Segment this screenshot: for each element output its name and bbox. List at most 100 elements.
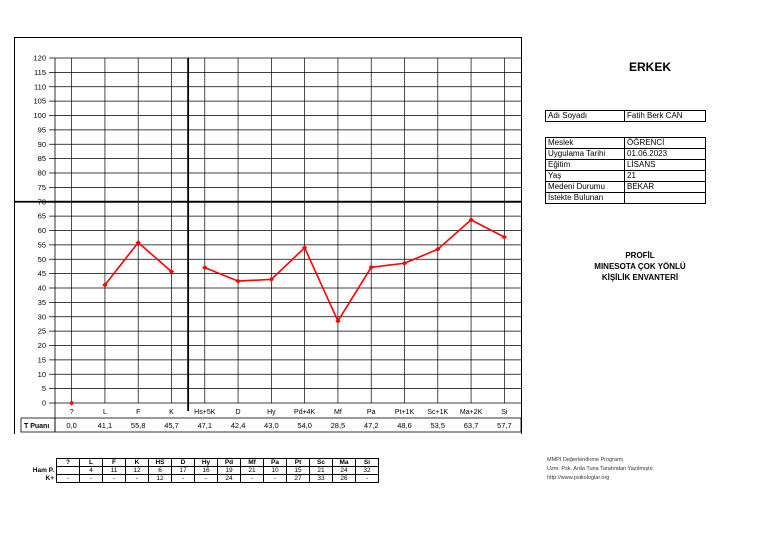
info-value: ÖĞRENCİ	[624, 137, 706, 149]
raw-header-cell: Si	[355, 458, 379, 467]
y-tick-label: 35	[38, 298, 46, 307]
raw-ham-cell: 16	[194, 466, 218, 475]
y-tick-label: 90	[38, 140, 46, 149]
y-tick-label: 40	[38, 284, 46, 293]
info-label: İstekte Bulunan	[545, 192, 625, 204]
raw-header-cell: Pa	[263, 458, 287, 467]
raw-header-cell: K	[125, 458, 149, 467]
y-tick-label: 65	[38, 212, 46, 221]
x-tick-label: Hy	[267, 409, 276, 416]
name-label: Adı Soyadı	[545, 110, 625, 122]
raw-ham-cell: 12	[125, 466, 149, 475]
name-table: Adı Soyadı Fatih Berk CAN	[545, 110, 706, 122]
info-row: Yaş 21	[545, 170, 706, 182]
info-label: Yaş	[545, 170, 625, 182]
raw-ham-cell: 24	[332, 466, 356, 475]
info-label: Eğitim	[545, 159, 625, 171]
y-tick-label: 0	[42, 399, 46, 408]
raw-ham-row: Ham P. 4 11 12 6 17 16 19 21 10 15 21 24 32	[20, 466, 379, 475]
y-tick-label: 5	[42, 384, 46, 393]
t-score-value: 47,2	[364, 421, 379, 430]
info-row: Eğitim LİSANS	[545, 159, 706, 171]
raw-ham-cell: 17	[171, 466, 195, 475]
data-point	[435, 246, 441, 252]
info-value: LİSANS	[624, 159, 706, 171]
t-score-value: 41,1	[98, 421, 113, 430]
data-point	[135, 239, 141, 246]
t-score-row-label: T Puanı	[24, 423, 49, 430]
y-tick-label: 80	[38, 169, 46, 178]
raw-header-cell: ?	[56, 458, 80, 467]
info-row: Uygulama Tarihi 01.06.2023	[545, 148, 706, 160]
raw-k-label: K+	[45, 475, 55, 482]
profile-title: PROFİL MINESOTA ÇOK YÖNLÜ KİŞİLİK ENVANT…	[560, 250, 720, 283]
y-tick-label: 100	[33, 111, 46, 120]
raw-header-cell: L	[79, 458, 103, 467]
raw-score-table: ? L F K HS D Hy Pd Mf Pa Pt Sc Ma Si Ham P. 4 11 12 6 17 16 1…	[20, 458, 379, 483]
raw-k-cell: -	[194, 474, 218, 483]
raw-ham-cell: 21	[309, 466, 333, 475]
footer-line: http://www.psikologlar.org	[547, 475, 610, 481]
raw-ham-cell: 10	[263, 466, 287, 475]
x-tick-label: Sc+1K	[427, 409, 448, 416]
raw-header-cell: Ma	[332, 458, 356, 467]
y-tick-label: 105	[33, 97, 46, 106]
data-point	[102, 282, 108, 288]
raw-k-cell: 26	[332, 474, 356, 483]
x-tick-label: Ma+2K	[460, 409, 483, 416]
data-point	[235, 278, 241, 284]
raw-k-cell: -	[171, 474, 195, 483]
info-table: Meslek ÖĞRENCİ Uygulama Tarihi 01.06.2023 Eğ…	[545, 137, 706, 204]
profile-title-line: KİŞİLİK ENVANTERİ	[601, 273, 679, 282]
clinical-profile-line	[204, 218, 505, 323]
x-tick-label: ?	[70, 409, 74, 416]
raw-k-cell: -	[263, 474, 287, 483]
raw-header-cell: Hy	[194, 458, 218, 467]
raw-k-cell: 24	[217, 474, 241, 483]
data-point	[468, 217, 474, 223]
y-tick-label: 115	[34, 68, 46, 77]
x-tick-label: Si	[501, 409, 508, 416]
raw-header-cell: Pd	[217, 458, 241, 467]
y-tick-label: 85	[38, 154, 46, 163]
y-tick-label: 50	[38, 255, 46, 264]
data-point	[202, 264, 208, 271]
y-tick-label: 55	[38, 240, 46, 249]
y-tick-label: 45	[38, 269, 46, 278]
t-score-value: 0,0	[66, 421, 76, 430]
t-score-value: 28,5	[331, 421, 346, 430]
data-point	[168, 269, 175, 275]
info-label: Meslek	[545, 137, 625, 149]
data-point	[501, 234, 507, 240]
info-label: Uygulama Tarihi	[545, 148, 625, 160]
footer-credits: MMPI Değerlendirme Programı Uzm. Psk. Ar…	[547, 456, 654, 483]
raw-ham-cell: 19	[217, 466, 241, 475]
x-tick-label: L	[103, 409, 107, 416]
raw-header-cell: F	[102, 458, 126, 467]
y-tick-label: 30	[38, 312, 46, 321]
profile-title-line: MINESOTA ÇOK YÖNLÜ	[594, 262, 686, 271]
t-score-value: 43,0	[264, 421, 279, 430]
y-tick-label: 110	[34, 82, 46, 91]
y-tick-label: 25	[38, 327, 46, 336]
raw-ham-cell	[56, 466, 80, 475]
info-value: BEKAR	[624, 181, 706, 193]
raw-k-cell: 27	[286, 474, 310, 483]
x-tick-label: Hs+5K	[194, 409, 216, 416]
profile-title-line: PROFİL	[625, 251, 655, 260]
y-tick-label: 95	[38, 125, 46, 134]
info-value: 21	[624, 170, 706, 182]
t-score-value: 48,6	[397, 421, 412, 430]
raw-header-cell: D	[171, 458, 195, 467]
raw-header-cell: HS	[148, 458, 172, 467]
raw-header-cell: Mf	[240, 458, 264, 467]
info-row: Meslek ÖĞRENCİ	[545, 137, 706, 149]
t-score-value: 45,7	[164, 421, 179, 430]
info-label: Medeni Durumu	[545, 181, 625, 193]
x-tick-label: Pa	[367, 409, 376, 416]
raw-ham-label: Ham P.	[32, 467, 54, 474]
info-value: 01.06.2023	[624, 148, 706, 160]
raw-k-cell: -	[56, 474, 80, 483]
t-score-value: 53,5	[430, 421, 445, 430]
y-tick-label: 15	[38, 355, 46, 364]
